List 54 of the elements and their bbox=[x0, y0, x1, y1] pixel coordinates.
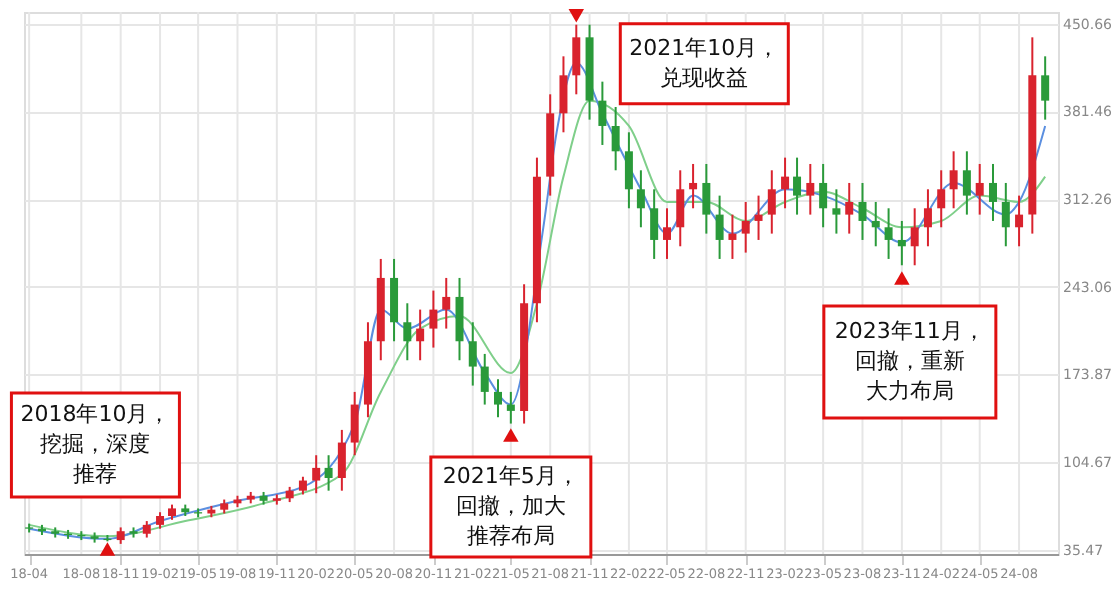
candlestick bbox=[884, 207, 893, 260]
candlestick bbox=[702, 162, 711, 235]
candlestick bbox=[923, 188, 932, 248]
candlestick bbox=[559, 55, 568, 134]
annotation: 2018年10月，挖掘，深度推荐 bbox=[20, 400, 171, 487]
candlestick bbox=[858, 181, 867, 241]
candlestick bbox=[754, 194, 763, 241]
candlestick bbox=[416, 308, 425, 362]
candlestick bbox=[897, 219, 906, 267]
candlestick bbox=[715, 194, 724, 260]
candlestick bbox=[468, 321, 477, 387]
candlestick bbox=[506, 390, 515, 425]
candlestick bbox=[1001, 181, 1010, 248]
candlestick bbox=[832, 188, 841, 235]
candlestick bbox=[429, 289, 438, 349]
candlestick bbox=[975, 162, 984, 216]
candlestick bbox=[949, 150, 958, 210]
candlestick bbox=[819, 162, 828, 229]
annotation: 2021年10月，兑现收益 bbox=[629, 34, 780, 91]
annotation: 2023年11月，回撤，重新大力布局 bbox=[834, 317, 985, 404]
candlestick bbox=[728, 213, 737, 260]
candlestick bbox=[480, 352, 489, 406]
candlestick bbox=[337, 428, 346, 492]
candlestick bbox=[910, 207, 919, 267]
candlestick bbox=[806, 162, 815, 216]
candlestick bbox=[455, 276, 464, 362]
candlestick bbox=[403, 302, 412, 362]
candlestick bbox=[962, 150, 971, 216]
candlestick bbox=[572, 23, 581, 96]
candlestick bbox=[324, 454, 333, 492]
candlestick bbox=[689, 162, 698, 210]
candlestick bbox=[350, 390, 359, 457]
candlestick bbox=[767, 169, 776, 235]
candlestick bbox=[390, 257, 399, 343]
candlestick bbox=[662, 207, 671, 260]
candlestick bbox=[636, 169, 645, 229]
candlestick bbox=[624, 131, 633, 210]
candlestick bbox=[988, 162, 997, 222]
candlestick bbox=[312, 454, 321, 495]
candlestick bbox=[1015, 194, 1024, 248]
annotation: 2021年5月，回撤，加大推荐布局 bbox=[442, 462, 579, 549]
candlestick bbox=[598, 80, 607, 146]
candlestick bbox=[1041, 55, 1050, 121]
candlestick bbox=[793, 156, 802, 216]
candlestick bbox=[494, 378, 503, 419]
candlestick bbox=[741, 200, 750, 254]
candlestick bbox=[650, 188, 659, 260]
candlestick bbox=[937, 169, 946, 229]
candlestick bbox=[781, 156, 790, 210]
candlestick bbox=[676, 169, 685, 248]
candlestick bbox=[611, 105, 620, 172]
candlestick bbox=[442, 276, 451, 330]
candlestick bbox=[845, 181, 854, 235]
candlestick bbox=[871, 200, 880, 248]
